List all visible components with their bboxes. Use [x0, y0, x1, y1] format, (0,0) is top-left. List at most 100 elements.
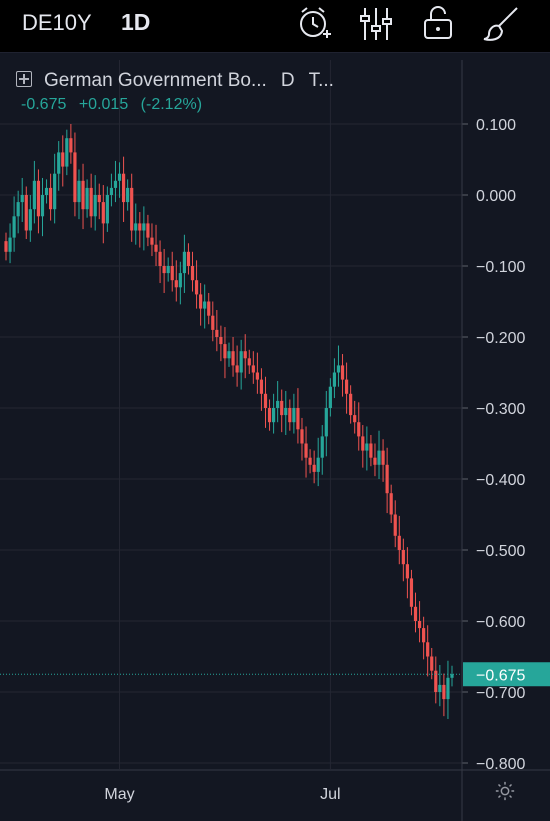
candle-body: [215, 329, 219, 337]
candle-body: [430, 656, 434, 671]
y-tick-label: −0.800: [476, 756, 525, 773]
candle-body: [182, 251, 186, 274]
candle-body: [28, 209, 32, 231]
candle-body: [296, 408, 300, 430]
last-price-tag: [463, 662, 550, 687]
candle-body: [117, 173, 122, 181]
candle-body: [393, 514, 397, 536]
legend-values: -0.675 +0.015 (-2.12%): [21, 96, 210, 114]
candle-body: [207, 301, 211, 316]
candle-body: [150, 237, 154, 245]
y-tick-label: 0.000: [476, 188, 516, 205]
y-tick-label: −0.300: [476, 401, 525, 418]
candle-body: [438, 684, 442, 692]
candle-body: [413, 606, 418, 621]
candle-body: [312, 464, 316, 472]
y-tick-label: −0.200: [476, 330, 525, 347]
candle-body: [219, 337, 223, 345]
candle-body: [174, 280, 178, 288]
candle-body: [109, 187, 114, 195]
candle-body: [36, 180, 41, 217]
settings-gear-icon[interactable]: [494, 780, 516, 802]
candle-body: [8, 237, 12, 252]
candle-body: [138, 223, 142, 231]
candle-body: [235, 365, 239, 373]
unlock-icon[interactable]: [419, 4, 459, 44]
candle-body: [255, 372, 259, 380]
legend-last: -0.675: [21, 96, 67, 113]
candle-body: [417, 621, 422, 629]
candle-body: [166, 266, 170, 274]
candle-body: [361, 436, 365, 451]
candle-body: [61, 152, 65, 167]
x-tick-label: Jul: [320, 786, 340, 803]
legend-title: German Government Bo...: [44, 70, 267, 91]
candle-body: [134, 223, 138, 231]
drawing-brush-icon[interactable]: [481, 4, 521, 44]
y-tick-label: −0.100: [476, 259, 525, 276]
candle-body: [304, 443, 308, 458]
legend-change: +0.015: [78, 96, 129, 113]
candle-body: [422, 628, 426, 643]
candle-body: [353, 415, 357, 423]
candle-body: [373, 457, 377, 465]
candle-body: [130, 187, 134, 231]
symbol-label[interactable]: DE10Y: [22, 10, 92, 35]
indicators-sliders-icon[interactable]: [356, 4, 396, 44]
candle-body: [446, 677, 450, 700]
candle-body: [280, 400, 284, 416]
candle-body: [101, 202, 105, 224]
candle-body: [442, 684, 446, 700]
candle-body: [267, 408, 272, 423]
alarm-add-icon[interactable]: [295, 4, 335, 44]
chart-legend[interactable]: German Government Bo... D T...: [16, 70, 334, 92]
candle-body: [381, 450, 385, 465]
add-indicator-icon[interactable]: [16, 71, 32, 87]
candle-body: [57, 152, 61, 174]
candle-body: [89, 187, 93, 217]
candle-body: [336, 365, 341, 373]
candle-body: [251, 365, 255, 373]
candle-body: [328, 386, 332, 408]
candle-body: [142, 223, 146, 231]
candle-body: [190, 266, 195, 281]
candle-body: [263, 393, 268, 408]
legend-change-pct: (-2.12%): [140, 96, 203, 113]
candle-body: [20, 195, 24, 203]
candle-body: [340, 365, 345, 380]
candle-body: [401, 550, 405, 565]
candle-body: [158, 251, 162, 266]
candle-body: [308, 457, 312, 465]
interval-label[interactable]: 1D: [121, 9, 151, 35]
candle-body: [239, 351, 243, 373]
candle-body: [186, 251, 191, 266]
candle-body: [105, 195, 109, 224]
candle-body: [227, 351, 231, 359]
candle-body: [276, 400, 280, 408]
y-tick-label: −0.500: [476, 543, 525, 560]
candle-body: [69, 138, 73, 153]
y-tick-label: 0.100: [476, 117, 516, 134]
candle-body: [320, 436, 324, 458]
candle-body: [300, 429, 304, 444]
candle-body: [162, 266, 166, 274]
legend-interval: D: [280, 70, 295, 91]
candle-body: [405, 564, 409, 579]
candle-body: [32, 180, 36, 210]
candle-body: [12, 216, 16, 238]
candle-body: [288, 408, 292, 423]
candle-body: [49, 187, 53, 210]
candle-body: [93, 195, 97, 217]
candle-body: [97, 195, 101, 203]
candle-body: [357, 422, 361, 437]
candle-body: [178, 273, 182, 288]
candle-body: [53, 173, 57, 210]
top-toolbar: DE10Y 1D: [0, 0, 550, 53]
candle-body: [292, 408, 296, 423]
candle-body: [4, 241, 8, 252]
candle-body: [389, 493, 393, 515]
candle-body: [243, 351, 247, 359]
candle-body: [332, 372, 337, 387]
chart-area[interactable]: [0, 53, 550, 821]
